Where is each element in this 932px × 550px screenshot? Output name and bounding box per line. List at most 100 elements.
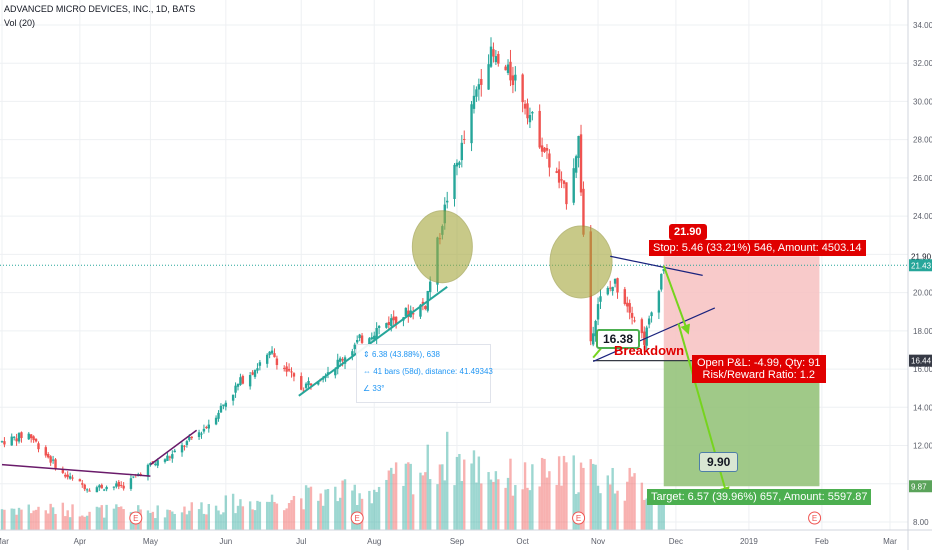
volume-bar [17,507,21,530]
triangle-lower-line [592,307,716,362]
volume-bar [402,485,405,530]
time-tick-label: Jul [296,537,306,546]
volume-bar [234,513,237,530]
candle-body [645,327,648,346]
volume-bar [251,509,254,530]
volume-bar [531,464,534,530]
volume-bar [275,503,279,530]
candle-body [336,359,339,369]
volume-bar [20,509,23,530]
candle-body [95,487,99,493]
candle-body [657,291,661,313]
volume-bar [521,489,524,530]
candle-body [224,402,228,407]
volume-bar [151,511,155,530]
candle-body [574,156,578,173]
volume-bar [34,509,38,530]
candle-body [171,454,174,459]
volume-bar [596,485,600,530]
candle-body [557,169,561,183]
candle-body [630,312,634,318]
volume-bar [494,471,498,530]
candle-body [32,436,35,441]
volume-bar [511,495,515,530]
candle-body [353,344,356,350]
volume-bar [171,511,174,530]
stop-price-tag[interactable]: 21.90 [669,224,707,240]
breakout-price-tag[interactable]: 16.38 [596,329,641,349]
candle-body [390,318,393,327]
price-axis[interactable]: 8.0010.0012.0014.0016.0018.0020.0024.002… [907,0,932,550]
volume-bar [387,470,391,530]
volume-bar [317,500,320,530]
candle-body [528,114,532,123]
volume-bar [582,467,585,530]
candle-body [122,485,125,489]
candle-body [253,370,257,377]
candle-body [511,75,515,86]
volume-bar [270,494,274,530]
volume-bar [27,504,30,530]
candle-body [492,49,495,57]
candle-body [477,84,481,90]
target-price-tag[interactable]: 9.90 [699,452,739,472]
volume-bar [477,456,481,530]
candle-body [205,426,208,428]
volume-bar [163,517,167,530]
volume-bars [0,431,665,530]
volume-bar [419,472,422,530]
candle-body [12,436,16,438]
candle-body [78,479,82,482]
candle-body [285,366,288,372]
time-axis[interactable]: Mar Apr May Jun Jul Aug Sep Oct Nov Dec 2019 Feb Mar [0,529,932,546]
candle-body [419,304,422,317]
volume-bar [105,504,108,530]
candle-body [207,424,210,429]
volume-bar [373,489,376,530]
volume-bar [353,484,356,530]
candle-body [180,445,184,453]
volume-bar [662,503,665,530]
earnings-marker-label: E [133,514,138,523]
volume-bar [217,510,220,530]
volume-bar [460,481,464,530]
volume-bar [589,459,592,530]
angle-icon: ∠ [363,384,371,393]
candle-body [317,381,320,385]
candle-body [538,110,541,148]
volume-bar [441,464,444,530]
volume-bar [222,512,225,530]
volume-bar [591,463,595,530]
candle-body [626,302,629,307]
candle-body [68,476,72,479]
candle-body [489,46,493,67]
volume-bar [368,490,371,530]
candle-body [44,447,47,456]
volume-bar [334,486,337,530]
candle-body [265,354,269,364]
candle-body [650,312,653,317]
volume-bar [565,462,568,530]
candle-body [146,464,150,477]
candle-body [560,179,563,181]
volume-bar [555,484,558,530]
time-tick-label: Feb [815,537,829,546]
candle-body [404,307,408,317]
volume-bar [324,489,327,530]
candle-body [190,436,193,439]
candle-body [377,326,381,328]
entry-price-badge-text: 16.44 [911,357,932,366]
candle-body [241,375,245,384]
volume-bar [540,457,544,530]
volume-bar [611,467,614,530]
candle-body [531,112,534,114]
volume-bar [115,504,118,530]
volume-bar [528,490,532,530]
uptrend-line-may [149,429,198,466]
candle-body [662,268,665,272]
volume-bar [321,505,325,530]
candle-body [594,320,597,337]
volume-bar [548,471,551,530]
volume-bar [390,467,393,530]
